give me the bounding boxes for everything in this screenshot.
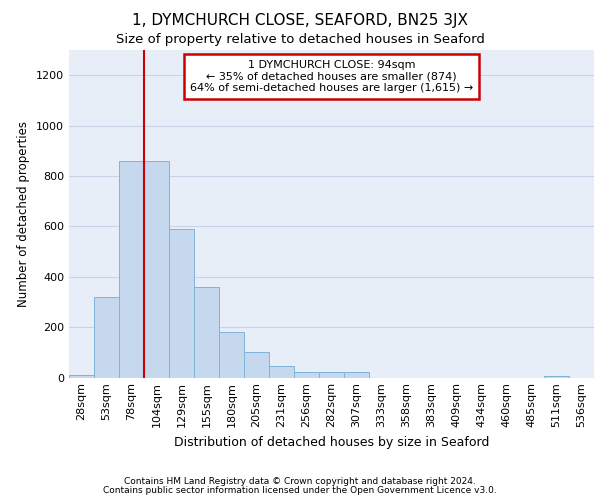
Bar: [94, 297, 119, 378]
Bar: [69, 375, 94, 378]
Bar: [544, 376, 569, 378]
Text: Size of property relative to detached houses in Seaford: Size of property relative to detached ho…: [116, 32, 484, 46]
Bar: [344, 372, 369, 378]
Bar: [194, 287, 219, 378]
Bar: [294, 372, 319, 378]
Bar: [219, 332, 244, 378]
Bar: [269, 366, 294, 378]
Text: 1 DYMCHURCH CLOSE: 94sqm
← 35% of detached houses are smaller (874)
64% of semi-: 1 DYMCHURCH CLOSE: 94sqm ← 35% of detach…: [190, 60, 473, 93]
Bar: [319, 372, 344, 378]
Text: Contains HM Land Registry data © Crown copyright and database right 2024.: Contains HM Land Registry data © Crown c…: [124, 477, 476, 486]
Y-axis label: Number of detached properties: Number of detached properties: [17, 120, 31, 306]
Bar: [119, 161, 144, 378]
Bar: [144, 161, 169, 378]
Text: Contains public sector information licensed under the Open Government Licence v3: Contains public sector information licen…: [103, 486, 497, 495]
Bar: [169, 229, 194, 378]
Bar: [244, 352, 269, 378]
X-axis label: Distribution of detached houses by size in Seaford: Distribution of detached houses by size …: [174, 436, 489, 449]
Text: 1, DYMCHURCH CLOSE, SEAFORD, BN25 3JX: 1, DYMCHURCH CLOSE, SEAFORD, BN25 3JX: [132, 12, 468, 28]
